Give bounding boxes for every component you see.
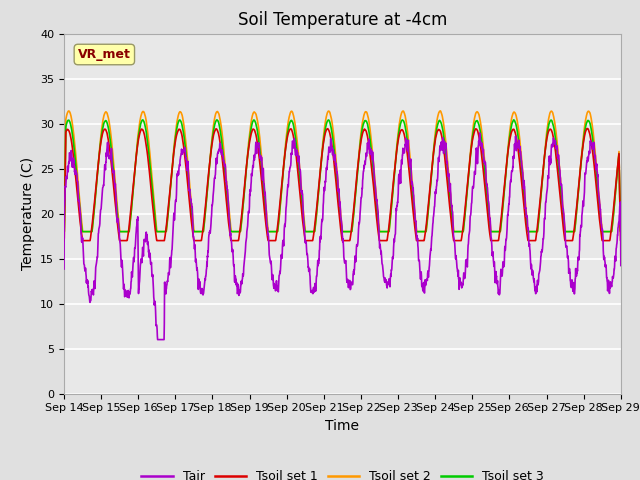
Legend: Tair, Tsoil set 1, Tsoil set 2, Tsoil set 3: Tair, Tsoil set 1, Tsoil set 2, Tsoil se… (136, 465, 548, 480)
Text: VR_met: VR_met (78, 48, 131, 61)
X-axis label: Time: Time (325, 419, 360, 433)
Y-axis label: Temperature (C): Temperature (C) (20, 157, 35, 270)
Title: Soil Temperature at -4cm: Soil Temperature at -4cm (237, 11, 447, 29)
